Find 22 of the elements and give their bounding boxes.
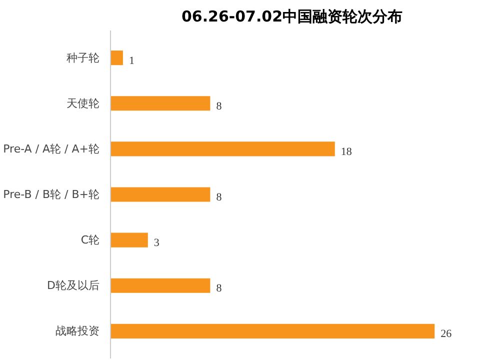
bar (110, 96, 210, 111)
data-label: 8 (216, 100, 222, 112)
y-tick-label: Pre-B / B轮 / B+轮 (3, 188, 100, 201)
data-label: 1 (128, 54, 134, 67)
y-tick-label: 种子轮 (66, 51, 100, 64)
data-label: 18 (340, 146, 352, 158)
data-label: 8 (216, 282, 222, 295)
bar (110, 324, 435, 338)
chart-title: 06.26-07.02中国融资轮次分布 (181, 8, 403, 26)
bar (110, 278, 210, 293)
y-tick-label: C轮 (80, 234, 100, 247)
y-tick-label: D轮及以后 (47, 279, 100, 292)
bar (110, 142, 335, 156)
bar (110, 232, 148, 248)
data-label: 3 (154, 237, 160, 250)
bar (110, 50, 123, 66)
y-tick-label: Pre-A / A轮 / A+轮 (3, 142, 100, 156)
bar (110, 187, 210, 202)
data-label: 8 (216, 192, 222, 204)
y-tick-label: 战略投资 (56, 324, 100, 338)
data-label: 26 (440, 328, 452, 340)
y-tick-label: 天使轮 (66, 96, 100, 110)
